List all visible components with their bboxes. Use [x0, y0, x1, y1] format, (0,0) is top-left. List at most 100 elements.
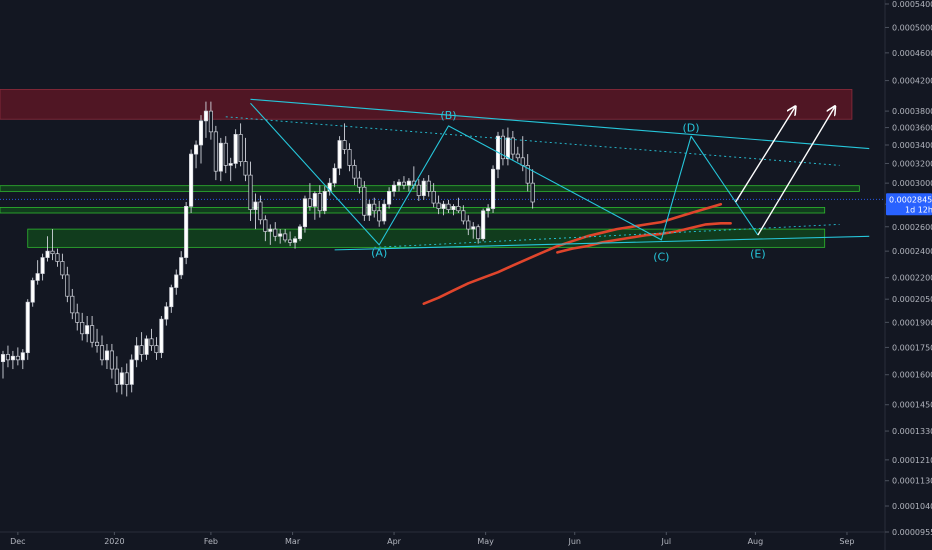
candle-bear — [401, 181, 407, 186]
candle-bear — [342, 140, 347, 150]
candle-bear — [109, 350, 114, 370]
candle-bull — [218, 142, 223, 172]
current-price-badge: 0.0002845 1d 12h — [886, 193, 932, 216]
candle-bull — [179, 257, 184, 276]
candle-bull — [367, 203, 372, 216]
candle-bull — [85, 325, 90, 335]
price-tick-label: 0.0001900 — [892, 318, 932, 327]
candle-bull — [169, 287, 174, 308]
time-tick-label: Sep — [839, 537, 854, 546]
candle-bear — [461, 210, 466, 222]
candle-bear — [154, 345, 159, 354]
candle-bull — [382, 203, 387, 222]
price-tick-label: 0.0003400 — [892, 141, 932, 150]
projection-arrow — [735, 107, 795, 203]
candle-bear — [377, 210, 382, 222]
moving-average-layer — [422, 202, 732, 305]
wave-label: (A) — [371, 246, 387, 259]
wave-label: (E) — [750, 248, 766, 261]
candle-bear — [347, 149, 352, 166]
candle-bull — [144, 338, 149, 355]
time-tick-label: May — [477, 537, 494, 546]
time-tick-label: Jun — [567, 537, 581, 546]
price-tick-label: 0.0005000 — [892, 23, 932, 32]
moving-average-line-0 — [422, 202, 723, 305]
candle-bull — [35, 273, 40, 281]
time-tick-label: Aug — [748, 537, 764, 546]
candle-bull — [40, 257, 45, 274]
time-tick-label: Jul — [660, 537, 671, 546]
candle-bear — [357, 177, 362, 188]
candle-bull — [327, 182, 332, 192]
candle-bull — [184, 206, 189, 258]
current-price-label: 0.0002845 — [889, 195, 932, 204]
candle-bull — [104, 350, 110, 361]
candles-layer — [0, 101, 535, 397]
candle-bull — [278, 233, 283, 237]
candle-bull — [486, 208, 491, 212]
candle-bear — [372, 203, 377, 212]
candle-bull — [396, 181, 402, 186]
candle-bear — [352, 165, 357, 179]
triangle-boundary-line — [334, 235, 870, 251]
candle-bear — [431, 191, 436, 204]
candle-bear — [5, 354, 11, 361]
wave-label: (C) — [653, 250, 669, 263]
candle-bear — [307, 198, 312, 207]
price-tick-label: 0.0001750 — [892, 343, 932, 352]
candle-bear — [500, 135, 506, 160]
candle-bear — [436, 202, 441, 209]
time-axis[interactable]: Dec 2020 Feb Mar Apr May Jun Jul Aug Sep — [0, 531, 885, 546]
candle-bull — [129, 359, 134, 385]
candle-bull — [471, 226, 476, 230]
candle-bull — [45, 250, 50, 258]
time-tick-label: Feb — [204, 537, 218, 546]
price-tick-label: 0.0002050 — [892, 295, 932, 304]
candle-bear — [223, 142, 228, 166]
candle-bear — [124, 372, 129, 385]
candle-bear — [283, 233, 288, 241]
candle-bull — [451, 206, 456, 211]
time-tick-label: 2020 — [104, 537, 124, 546]
candle-bull — [119, 372, 124, 385]
candle-bear — [15, 355, 20, 361]
candle-bear — [456, 206, 461, 212]
candle-bear — [317, 193, 322, 212]
candle-bear — [243, 161, 248, 176]
projection-arrow — [757, 107, 835, 236]
candle-bear — [530, 182, 535, 203]
candle-bull — [189, 153, 194, 207]
wave-label: (D) — [683, 122, 700, 135]
price-tick-label: 0.0001450 — [892, 401, 932, 410]
candle-bull — [441, 203, 446, 209]
candle-bull — [293, 238, 298, 243]
price-tick-label: 0.0004600 — [892, 49, 932, 58]
candle-bull — [30, 280, 35, 303]
current-price-badge-bg — [886, 193, 932, 216]
candle-bear — [248, 174, 253, 211]
candle-bull — [337, 140, 342, 169]
price-axis[interactable]: 0.0005400 0.0005000 0.0004600 0.0004200 0.00… — [884, 0, 932, 550]
candle-bear — [446, 203, 451, 211]
candle-bear — [139, 345, 144, 355]
candle-bear — [510, 137, 515, 155]
candle-bull — [505, 137, 510, 160]
time-tick-label: Dec — [10, 537, 25, 546]
price-tick-label: 0.0003200 — [892, 159, 932, 168]
candle-bear — [149, 338, 154, 347]
candle-bull — [198, 120, 204, 146]
candle-bear — [288, 239, 293, 243]
candle-bear — [99, 345, 105, 361]
candle-bear — [520, 157, 525, 166]
candle-bull — [421, 180, 426, 196]
resistance-zone — [0, 89, 853, 120]
candle-bear — [362, 186, 367, 216]
candle-bear — [426, 180, 431, 192]
trendlines-layer — [225, 98, 870, 251]
price-tick-label: 0.0000955 — [892, 528, 932, 537]
price-tick-label: 0.0002200 — [892, 274, 932, 283]
candle-bear — [515, 153, 520, 159]
price-tick-label: 0.0003000 — [892, 179, 932, 188]
